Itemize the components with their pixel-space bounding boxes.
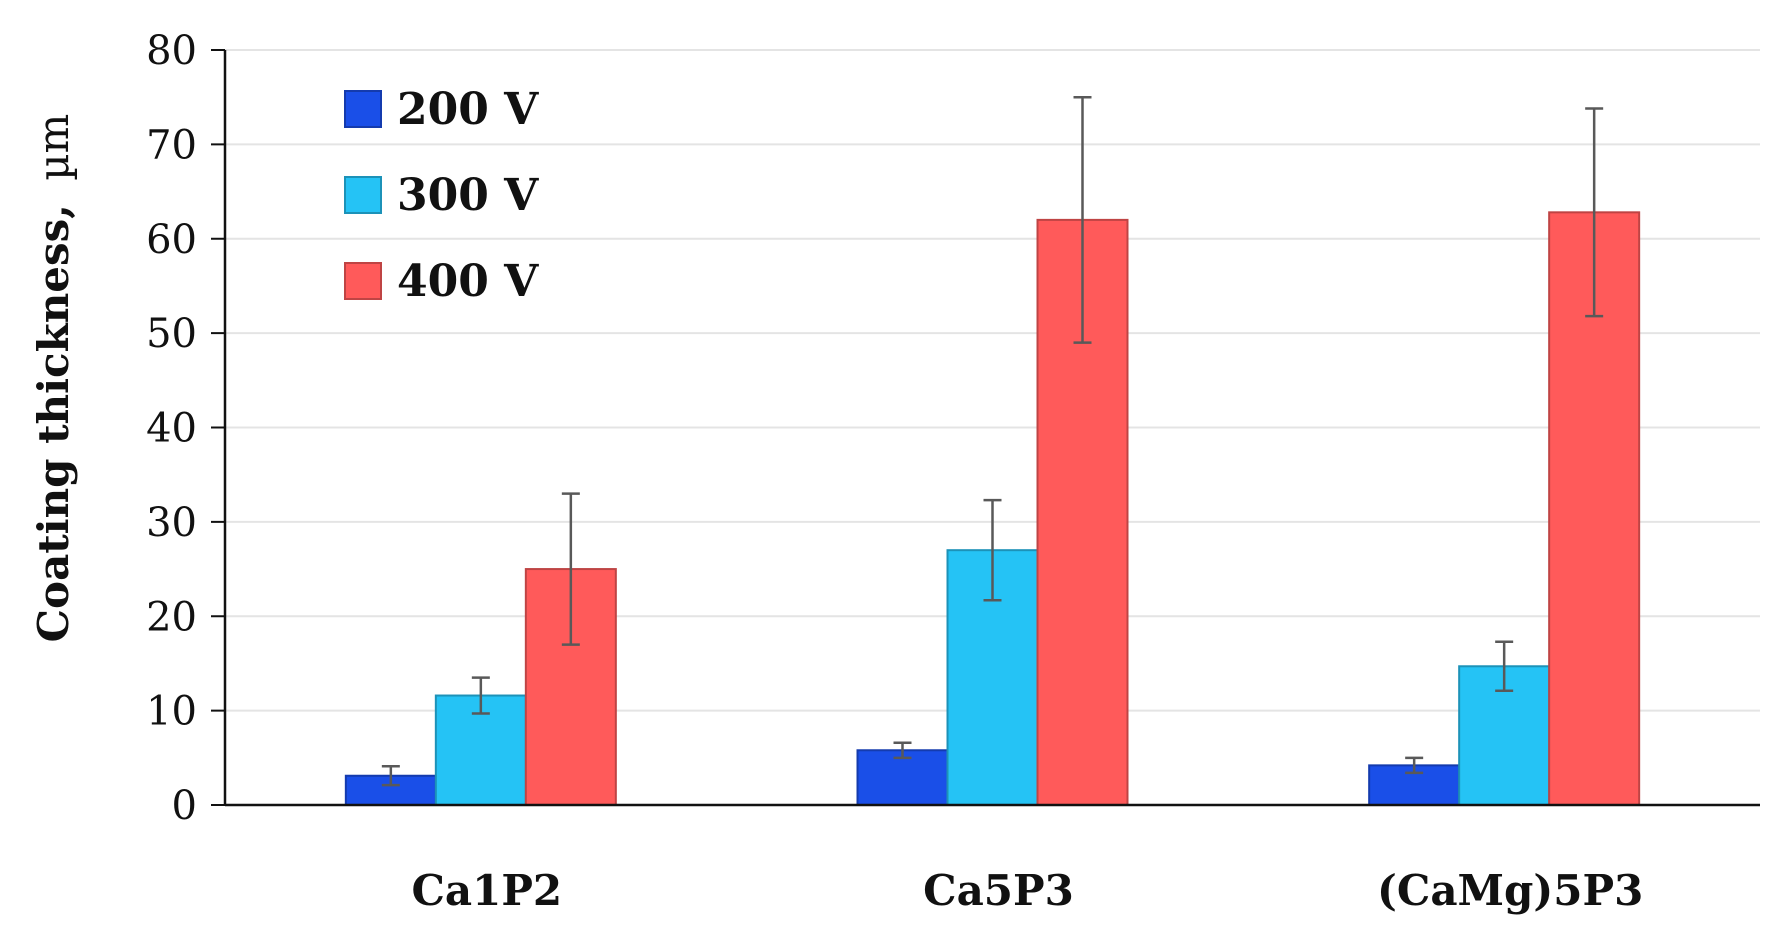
y-tick-label: 50 bbox=[146, 311, 197, 357]
y-tick-label: 70 bbox=[146, 122, 197, 168]
y-tick-label: 60 bbox=[146, 217, 197, 263]
error-bar-200v-3 bbox=[1405, 756, 1424, 775]
y-tick-label: 40 bbox=[146, 406, 197, 452]
legend-swatch-400v bbox=[344, 262, 382, 300]
error-bar-200v-2 bbox=[893, 741, 912, 760]
error-bar-300v-3 bbox=[1495, 640, 1514, 693]
y-axis-title: Coating thickness, µm bbox=[29, 114, 78, 643]
y-tick-label: 0 bbox=[172, 783, 197, 829]
y-tick-label: 10 bbox=[146, 689, 197, 735]
y-tick-label: 30 bbox=[146, 500, 197, 546]
legend-item-200v: 200 V bbox=[344, 84, 539, 135]
y-tick-labels: 0 10 20 30 40 50 60 70 80 bbox=[146, 28, 197, 829]
legend-item-300v: 300 V bbox=[344, 170, 539, 221]
legend-swatch-300v bbox=[344, 176, 382, 214]
legend-label-300v: 300 V bbox=[397, 170, 539, 221]
error-bar-300v-1 bbox=[471, 676, 490, 715]
y-tick-label: 20 bbox=[146, 594, 197, 640]
legend-label-200v: 200 V bbox=[397, 84, 539, 135]
error-bar-400v-1 bbox=[561, 492, 580, 646]
y-tick-label: 80 bbox=[146, 28, 197, 74]
error-bar-400v-2 bbox=[1073, 95, 1092, 344]
category-label: (CaMg)5P3 bbox=[1377, 866, 1643, 915]
error-bar-300v-2 bbox=[983, 498, 1002, 602]
category-label: Ca1P2 bbox=[411, 866, 562, 915]
axes bbox=[211, 49, 1760, 807]
error-bars bbox=[381, 95, 1604, 787]
error-bar-200v-1 bbox=[381, 765, 400, 787]
legend-item-400v: 400 V bbox=[344, 256, 539, 307]
error-bar-400v-3 bbox=[1585, 107, 1604, 318]
y-axis-title-main: Coating thickness, bbox=[29, 204, 78, 642]
legend-swatch-200v bbox=[344, 90, 382, 128]
legend-label-400v: 400 V bbox=[397, 256, 539, 307]
legend: 200 V 300 V 400 V bbox=[344, 84, 539, 307]
y-axis-title-unit: µm bbox=[29, 114, 78, 181]
category-label: Ca5P3 bbox=[923, 866, 1074, 915]
category-labels: Ca1P2 Ca5P3 (CaMg)5P3 bbox=[411, 866, 1643, 915]
